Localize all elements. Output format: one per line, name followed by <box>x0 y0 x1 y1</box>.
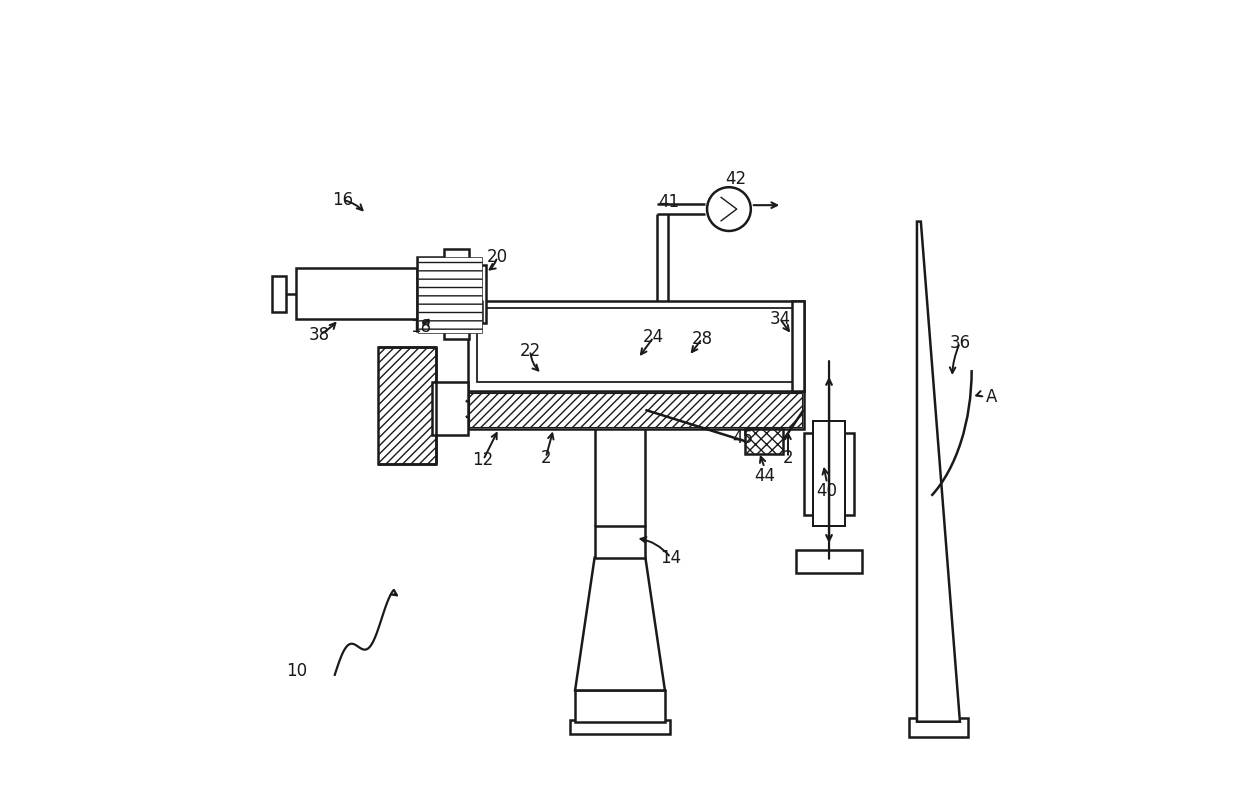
Bar <box>467 301 804 391</box>
Bar <box>295 268 417 320</box>
Text: 40: 40 <box>817 482 837 501</box>
Bar <box>575 690 665 722</box>
Text: 2: 2 <box>782 449 794 467</box>
Bar <box>745 429 782 453</box>
Bar <box>796 550 862 573</box>
Bar <box>595 527 645 558</box>
Polygon shape <box>417 249 486 338</box>
Bar <box>469 393 802 427</box>
Text: 44: 44 <box>754 467 775 485</box>
Text: A: A <box>986 389 997 406</box>
Bar <box>813 421 844 527</box>
Text: 18: 18 <box>410 318 432 336</box>
Text: 12: 12 <box>472 451 494 469</box>
Bar <box>792 301 804 391</box>
Text: 16: 16 <box>332 190 353 209</box>
Bar <box>909 718 967 737</box>
Text: 24: 24 <box>644 328 665 346</box>
Text: 20: 20 <box>487 248 508 266</box>
Polygon shape <box>916 222 960 722</box>
Text: 28: 28 <box>692 330 713 348</box>
Text: 36: 36 <box>950 334 971 352</box>
Bar <box>418 257 482 333</box>
Bar <box>378 346 436 464</box>
Text: 2: 2 <box>541 449 551 467</box>
Text: 45: 45 <box>732 429 753 447</box>
Bar <box>804 433 854 515</box>
Bar <box>273 276 286 312</box>
Polygon shape <box>575 558 665 690</box>
Text: 22: 22 <box>520 342 541 360</box>
Text: 38: 38 <box>309 326 330 344</box>
Text: 34: 34 <box>770 310 791 328</box>
Text: 10: 10 <box>286 662 308 680</box>
Text: 14: 14 <box>660 549 681 567</box>
Bar <box>570 720 670 734</box>
Text: 41: 41 <box>658 193 680 211</box>
Bar <box>467 391 804 429</box>
Bar <box>477 308 795 382</box>
Bar <box>433 382 467 434</box>
Text: 42: 42 <box>725 170 746 187</box>
